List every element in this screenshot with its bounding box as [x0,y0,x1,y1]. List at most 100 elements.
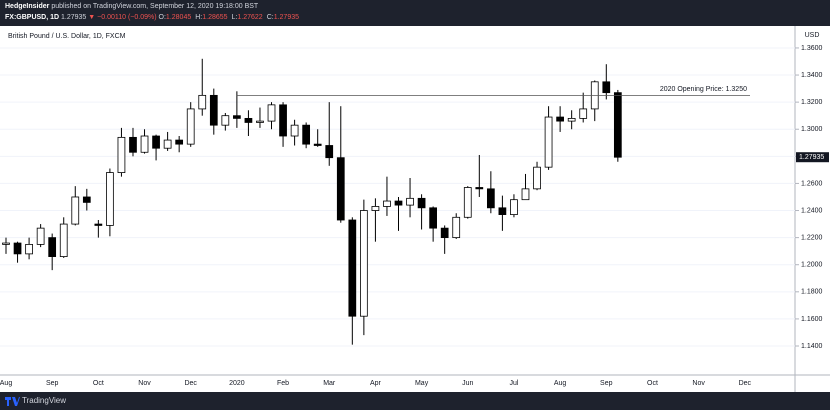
publish-line: HedgeInsider published on TradingView.co… [5,3,258,10]
logo [5,397,20,406]
y-tick-label: 1.2400 [801,207,823,214]
candle-body [533,166,541,190]
x-tick-label: Nov [138,380,151,387]
x-tick-label: Dec [739,380,752,387]
candle-body [302,124,311,145]
candle-body [256,120,264,123]
x-tick-label: Jul [509,380,518,387]
candle-body [544,116,553,168]
candle-body [244,117,253,123]
x-tick-label: Sep [46,380,59,387]
y-tick-label: 1.3200 [801,99,823,106]
candle-body [279,104,287,137]
ohlc-value: 1.27622 [237,14,263,21]
candle-body [129,136,137,153]
last-price-box [796,152,829,163]
candle-body [602,81,611,94]
candle-body [325,145,334,159]
ohlc-value: 1.27935 [273,14,300,21]
ohlc-value: 1.28655 [202,14,228,21]
candle-body [613,92,622,158]
candle-body [71,196,80,225]
brand: TradingView [22,396,67,405]
candle-body [417,197,426,209]
candle-body [267,104,276,122]
y-tick-label: 1.3400 [801,72,823,79]
candle-body [163,139,172,149]
candle-body [209,94,218,126]
y-tick-label: 1.2000 [801,262,823,269]
x-tick-label: Sep [600,380,613,387]
candle-body [59,223,68,257]
candle-body [48,237,57,257]
candle-body [556,116,564,122]
ohlc-label: H: [195,14,203,21]
candle-body [440,227,449,239]
candle-body [25,243,33,255]
change: ▼ −0.00110 (−0.09%) [88,14,157,21]
last-price-label: 1.27935 [799,154,824,161]
published: published on TradingView.com, September … [51,3,259,10]
candle-body [371,206,380,211]
x-tick-label: Apr [370,380,382,387]
candle-body [13,242,22,255]
candle-body [106,172,114,226]
x-tick-label: May [415,380,429,387]
candle-body [486,188,495,209]
y-tick-label: 1.2200 [801,234,823,241]
candle-body [510,199,518,215]
y-tick-label: 1.2600 [801,180,823,187]
candle-body [452,216,461,239]
y-tick-label: 1.1600 [801,316,823,323]
ohlc-label: O: [158,14,166,21]
candle-body [475,187,484,190]
x-tick-label: Jun [462,380,473,387]
ohlc-label: L: [231,14,238,21]
x-tick-label: Oct [93,380,104,387]
x-tick-label: Aug [554,380,567,387]
candle-body [463,187,472,218]
x-tick-label: Dec [184,380,197,387]
candle-body [221,115,230,126]
candle-body [336,157,345,221]
chart-bg [0,26,830,392]
y-tick-label: 1.3000 [801,126,823,133]
x-tick-label: 2020 [229,380,245,387]
x-tick-label: Oct [647,380,658,387]
candle-body [498,207,507,215]
ohlc: O:1.28045 H:1.28655 L:1.27622 C:1.27935 [159,14,303,21]
candle-body [567,117,576,122]
x-tick-label: Nov [692,380,705,387]
candle-body [579,108,588,119]
candle-body [406,197,414,206]
currency: USD [805,32,820,39]
header: HedgeInsider published on TradingView.co… [0,0,830,26]
x-tick-label: Aug [0,380,12,387]
price: 1.27935 [61,14,87,21]
candle-body [140,135,149,153]
ohlc-label: C: [266,14,274,21]
candle-body [348,219,357,317]
chart: British Pound / U.S. Dollar, 1D, FXCM US… [0,26,830,392]
candle-body [36,227,45,245]
candle-body [290,124,299,137]
candle-body [521,188,530,201]
candle-body [117,136,126,173]
candle-body [313,143,322,146]
candle-body [198,94,207,110]
candle-body [429,207,437,229]
candle-body [152,135,160,149]
candle-body [82,196,91,203]
publisher: HedgeInsider [5,3,50,10]
candle-body [383,200,391,207]
candle-body [360,210,368,317]
symbol: FX:GBPUSD, 1D [5,14,60,21]
y-tick-label: 1.1400 [801,343,823,350]
candle-body [94,223,103,226]
y-tick-label: 1.1800 [801,289,823,296]
candle-body [394,200,403,206]
chart-title: British Pound / U.S. Dollar, 1D, FXCM [8,33,126,40]
candle-body [233,115,241,119]
x-tick-label: Feb [277,380,289,387]
